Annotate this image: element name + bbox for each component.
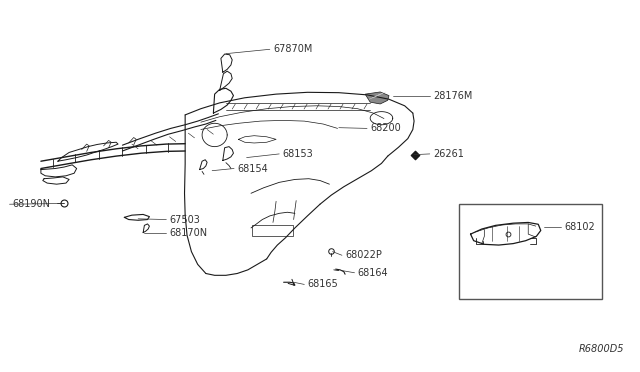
Text: 68153: 68153 xyxy=(282,149,313,159)
Text: 67870M: 67870M xyxy=(273,44,312,54)
Text: 28176M: 28176M xyxy=(433,91,472,100)
Polygon shape xyxy=(365,92,389,104)
Text: 67503: 67503 xyxy=(170,215,200,225)
Text: 68170N: 68170N xyxy=(170,228,207,238)
Text: 68022P: 68022P xyxy=(345,250,382,260)
Text: 68200: 68200 xyxy=(370,124,401,134)
Text: 26261: 26261 xyxy=(433,149,464,159)
Text: 68102: 68102 xyxy=(564,222,595,232)
Text: R6800D5: R6800D5 xyxy=(579,344,624,354)
Text: 68165: 68165 xyxy=(307,279,338,289)
Text: 68154: 68154 xyxy=(237,164,268,173)
Text: 68164: 68164 xyxy=(358,268,388,278)
Bar xyxy=(460,204,602,299)
Text: 68190N: 68190N xyxy=(13,199,51,209)
Bar xyxy=(252,225,293,236)
